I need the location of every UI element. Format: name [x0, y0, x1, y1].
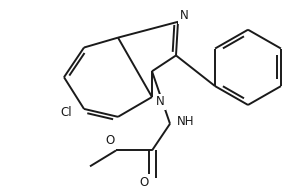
Text: Cl: Cl	[60, 106, 72, 119]
Text: O: O	[105, 134, 115, 147]
Text: N: N	[156, 96, 164, 108]
Text: NH: NH	[177, 115, 195, 128]
Text: N: N	[180, 9, 188, 22]
Text: O: O	[139, 176, 149, 189]
